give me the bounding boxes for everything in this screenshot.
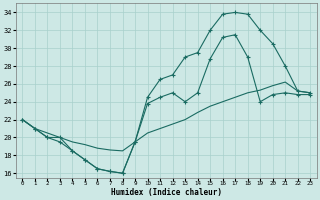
X-axis label: Humidex (Indice chaleur): Humidex (Indice chaleur) — [111, 188, 222, 197]
